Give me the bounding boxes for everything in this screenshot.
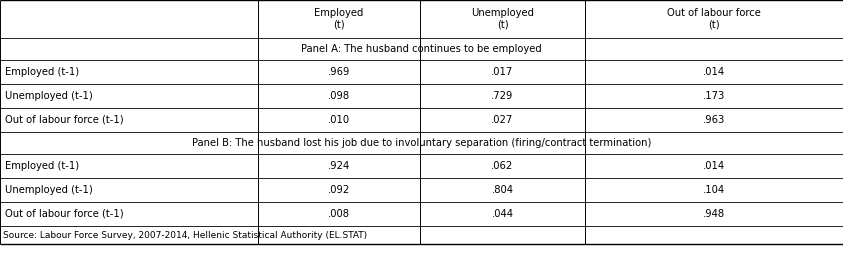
Text: Panel A: The husband continues to be employed: Panel A: The husband continues to be emp… bbox=[301, 44, 542, 54]
Text: .062: .062 bbox=[491, 161, 513, 171]
Text: Source: Labour Force Survey, 2007-2014, Hellenic Statistical Authority (EL.STAT): Source: Labour Force Survey, 2007-2014, … bbox=[3, 230, 367, 240]
Text: .804: .804 bbox=[491, 185, 513, 195]
Text: .729: .729 bbox=[491, 91, 513, 101]
Text: .014: .014 bbox=[703, 161, 725, 171]
Text: .017: .017 bbox=[491, 67, 513, 77]
Text: .969: .969 bbox=[328, 67, 350, 77]
Text: .014: .014 bbox=[703, 67, 725, 77]
Text: .173: .173 bbox=[703, 91, 725, 101]
Text: Panel B: The husband lost his job due to involuntary separation (firing/contract: Panel B: The husband lost his job due to… bbox=[192, 138, 651, 148]
Text: .098: .098 bbox=[328, 91, 350, 101]
Text: .104: .104 bbox=[703, 185, 725, 195]
Text: Out of labour force
(t): Out of labour force (t) bbox=[667, 8, 761, 30]
Text: .092: .092 bbox=[328, 185, 350, 195]
Text: .948: .948 bbox=[703, 209, 725, 219]
Text: Unemployed
(t): Unemployed (t) bbox=[471, 8, 534, 30]
Text: Employed (t-1): Employed (t-1) bbox=[5, 161, 79, 171]
Text: .963: .963 bbox=[703, 115, 725, 125]
Text: .924: .924 bbox=[328, 161, 350, 171]
Text: Unemployed (t-1): Unemployed (t-1) bbox=[5, 185, 93, 195]
Text: .044: .044 bbox=[491, 209, 513, 219]
Text: .010: .010 bbox=[328, 115, 350, 125]
Text: Employed
(t): Employed (t) bbox=[314, 8, 363, 30]
Text: .008: .008 bbox=[328, 209, 350, 219]
Text: Employed (t-1): Employed (t-1) bbox=[5, 67, 79, 77]
Text: .027: .027 bbox=[491, 115, 513, 125]
Text: Out of labour force (t-1): Out of labour force (t-1) bbox=[5, 209, 124, 219]
Text: Out of labour force (t-1): Out of labour force (t-1) bbox=[5, 115, 124, 125]
Text: Unemployed (t-1): Unemployed (t-1) bbox=[5, 91, 93, 101]
